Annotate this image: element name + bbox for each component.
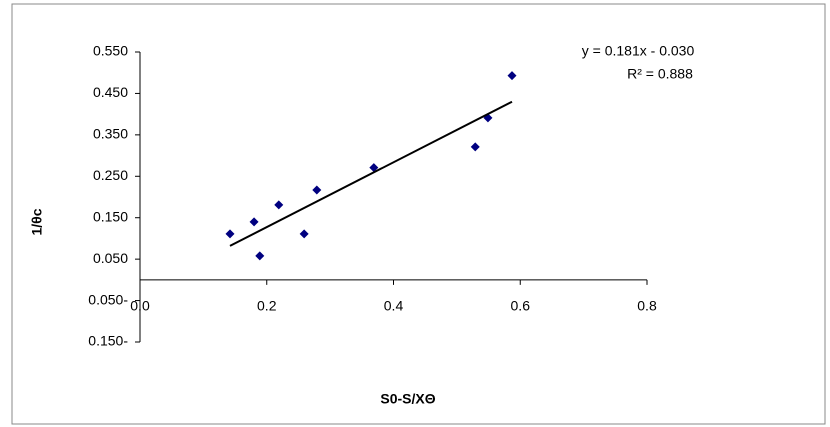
- data-point: [274, 200, 284, 210]
- data-point: [255, 251, 265, 261]
- y-tick-label: 0.250: [93, 167, 128, 183]
- chart-frame: [11, 3, 826, 425]
- x-tick-label: 0.0: [130, 298, 150, 314]
- y-tick-label: 0.150-: [88, 333, 128, 349]
- x-tick-label: 0.6: [511, 298, 531, 314]
- r-squared: R² = 0.888: [627, 66, 693, 82]
- y-tick-label: 0.050: [93, 250, 128, 266]
- y-tick-label: 0.050-: [88, 291, 128, 307]
- data-point: [299, 229, 309, 239]
- trend-line: [229, 100, 513, 247]
- x-axis-title: S0-S/XΘ: [380, 391, 435, 407]
- data-point: [225, 229, 235, 239]
- y-tick-label: 0.450: [93, 84, 128, 100]
- y-tick-label: 0.350: [93, 126, 128, 142]
- data-point: [249, 217, 259, 227]
- x-tick-label: 0.4: [384, 298, 404, 314]
- data-point: [312, 185, 322, 195]
- x-tick-label: 0.8: [637, 298, 657, 314]
- x-tick-label: 0.2: [257, 298, 277, 314]
- trend-equation: y = 0.181x - 0.030: [582, 43, 695, 59]
- y-tick-label: 0.550: [93, 43, 128, 59]
- data-point: [369, 163, 379, 173]
- data-point: [470, 142, 480, 152]
- data-point: [507, 71, 517, 81]
- y-tick-label: 0.150: [93, 208, 128, 224]
- y-axis-title: 1/θc: [29, 208, 45, 235]
